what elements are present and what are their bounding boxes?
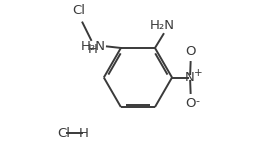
Text: H: H	[79, 127, 89, 140]
Text: Cl: Cl	[73, 4, 86, 17]
Text: O: O	[186, 97, 196, 110]
Text: O: O	[186, 45, 196, 58]
Text: H: H	[88, 43, 98, 56]
Text: N: N	[185, 71, 195, 84]
Text: H₂N: H₂N	[80, 40, 105, 53]
Text: +: +	[194, 68, 202, 78]
Text: H₂N: H₂N	[150, 19, 175, 32]
Text: Cl: Cl	[57, 127, 70, 140]
Text: -: -	[195, 97, 199, 107]
